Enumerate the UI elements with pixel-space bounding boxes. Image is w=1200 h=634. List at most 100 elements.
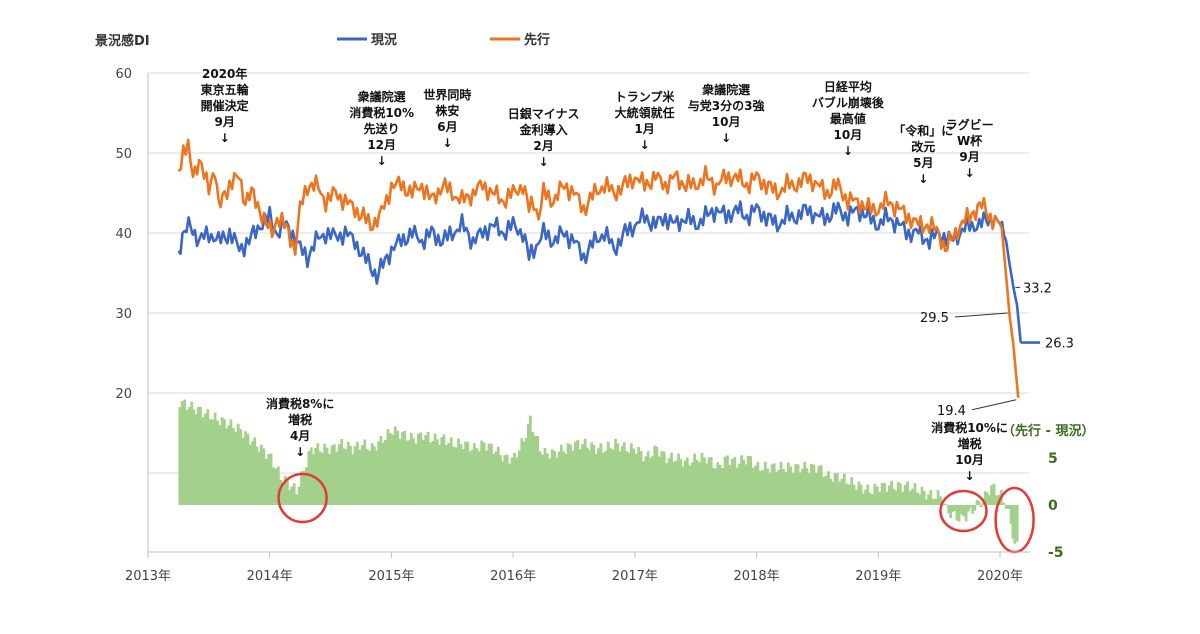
- diff-bar: [977, 500, 981, 505]
- diff-bar: [328, 454, 331, 505]
- x-tick-label: 2017年: [612, 569, 658, 584]
- diff-bar: [698, 462, 701, 505]
- diff-bar: [718, 464, 722, 505]
- annotation-line: 最高値: [830, 111, 866, 126]
- diff-bar: [513, 452, 516, 505]
- diff-bar: [852, 484, 856, 505]
- diff-bar: [632, 448, 636, 505]
- diff-bar: [973, 505, 977, 511]
- diff-bar: [470, 449, 474, 505]
- annotation-line: 10月: [712, 115, 741, 129]
- diff-bar: [414, 443, 418, 505]
- diff-bar: [756, 461, 760, 505]
- callout-leader: [954, 312, 1008, 318]
- diff-bar: [981, 502, 985, 505]
- diff-bar: [896, 481, 900, 505]
- x-tick-label: 2019年: [855, 569, 901, 584]
- diff-bar: [857, 481, 861, 505]
- diff-bar: [368, 450, 372, 505]
- diff-bar: [444, 444, 448, 505]
- diff-bar: [490, 443, 493, 505]
- diff-bar: [827, 471, 830, 505]
- diff-bar: [524, 438, 528, 505]
- diff-bar: [943, 503, 946, 505]
- diff-bar: [880, 483, 884, 505]
- diff-bar: [883, 482, 886, 505]
- diff-bar: [295, 494, 299, 505]
- x-tick-label: 2018年: [734, 569, 780, 584]
- diff-bar: [234, 431, 238, 505]
- diff-bar: [216, 420, 219, 505]
- diff-bar: [269, 453, 273, 505]
- diff-bar: [601, 452, 605, 505]
- diff-bar: [199, 406, 202, 505]
- diff-bar: [281, 482, 285, 505]
- diff-bar: [255, 446, 259, 505]
- diff-bar: [227, 425, 231, 505]
- diff-bar: [665, 463, 669, 505]
- diff-bar: [192, 409, 196, 505]
- diff-bar: [742, 459, 746, 505]
- diff-bar: [822, 476, 826, 505]
- annotation-line: 改元: [911, 139, 935, 154]
- diff-bar: [855, 489, 858, 505]
- y-axis-title: 景況感DI: [95, 33, 150, 49]
- x-tick-label: 2013年: [125, 569, 171, 584]
- diff-bar: [681, 466, 685, 505]
- diff-bar: [670, 452, 673, 505]
- diff-bar: [578, 449, 582, 505]
- diff-bar: [466, 441, 470, 505]
- diff-bar: [239, 429, 243, 505]
- annotation-line: 12月: [367, 138, 396, 152]
- diff-bar: [936, 490, 940, 505]
- diff-bar: [604, 450, 608, 505]
- annotation-line: 日銀マイナス: [508, 106, 580, 121]
- diff-bar: [211, 419, 215, 505]
- diff-bar: [655, 446, 659, 505]
- annotation-line: 金利導入: [519, 122, 568, 137]
- diff-bar: [810, 463, 813, 505]
- diff-bar: [992, 483, 996, 505]
- diff-bar: [518, 450, 521, 505]
- diff-bar: [990, 485, 994, 505]
- diff-bar: [312, 454, 315, 505]
- diff-bar: [627, 452, 631, 505]
- diff-bar: [429, 442, 432, 505]
- y-tick-label: 30: [115, 307, 132, 322]
- event-annotation: 「令和」に改元 5月 ↓: [893, 123, 953, 186]
- diff-bar: [452, 446, 456, 505]
- diff-bar: [768, 472, 772, 505]
- diff-bar: [971, 505, 975, 514]
- diff-bar: [616, 443, 620, 505]
- diff-bar: [424, 434, 428, 505]
- x-tick-label: 2020年: [977, 569, 1023, 584]
- diff-bar: [873, 483, 877, 505]
- diff-bar: [538, 451, 542, 505]
- diff-bar: [302, 470, 306, 505]
- diff-bar: [335, 451, 339, 505]
- diff-bar: [342, 448, 346, 505]
- y-tick-label: 40: [115, 227, 132, 242]
- diff-bar: [251, 441, 254, 505]
- diff-bar: [454, 447, 458, 505]
- diff-bar: [775, 471, 778, 505]
- annotation-line: 先送り: [364, 121, 400, 136]
- diff-bar: [218, 424, 222, 505]
- diff-bar: [677, 453, 680, 505]
- event-annotation: 消費税10%に増税 10月 ↓: [931, 420, 1008, 483]
- diff-bar: [468, 451, 472, 505]
- diff-bar: [213, 412, 217, 505]
- diff-bar: [779, 461, 783, 505]
- diff-bar: [777, 469, 781, 505]
- diff-bar: [520, 438, 524, 505]
- annotation-line: 2020年: [202, 66, 247, 81]
- annotation-arrow: ↓: [295, 445, 305, 459]
- diff-bar: [388, 433, 392, 505]
- diff-bar: [945, 504, 948, 505]
- x-tick-label: 2015年: [368, 569, 414, 584]
- diff-bar: [288, 489, 291, 505]
- diff-bar: [475, 448, 479, 505]
- diff-bar: [246, 433, 250, 505]
- diff-bar: [770, 464, 774, 505]
